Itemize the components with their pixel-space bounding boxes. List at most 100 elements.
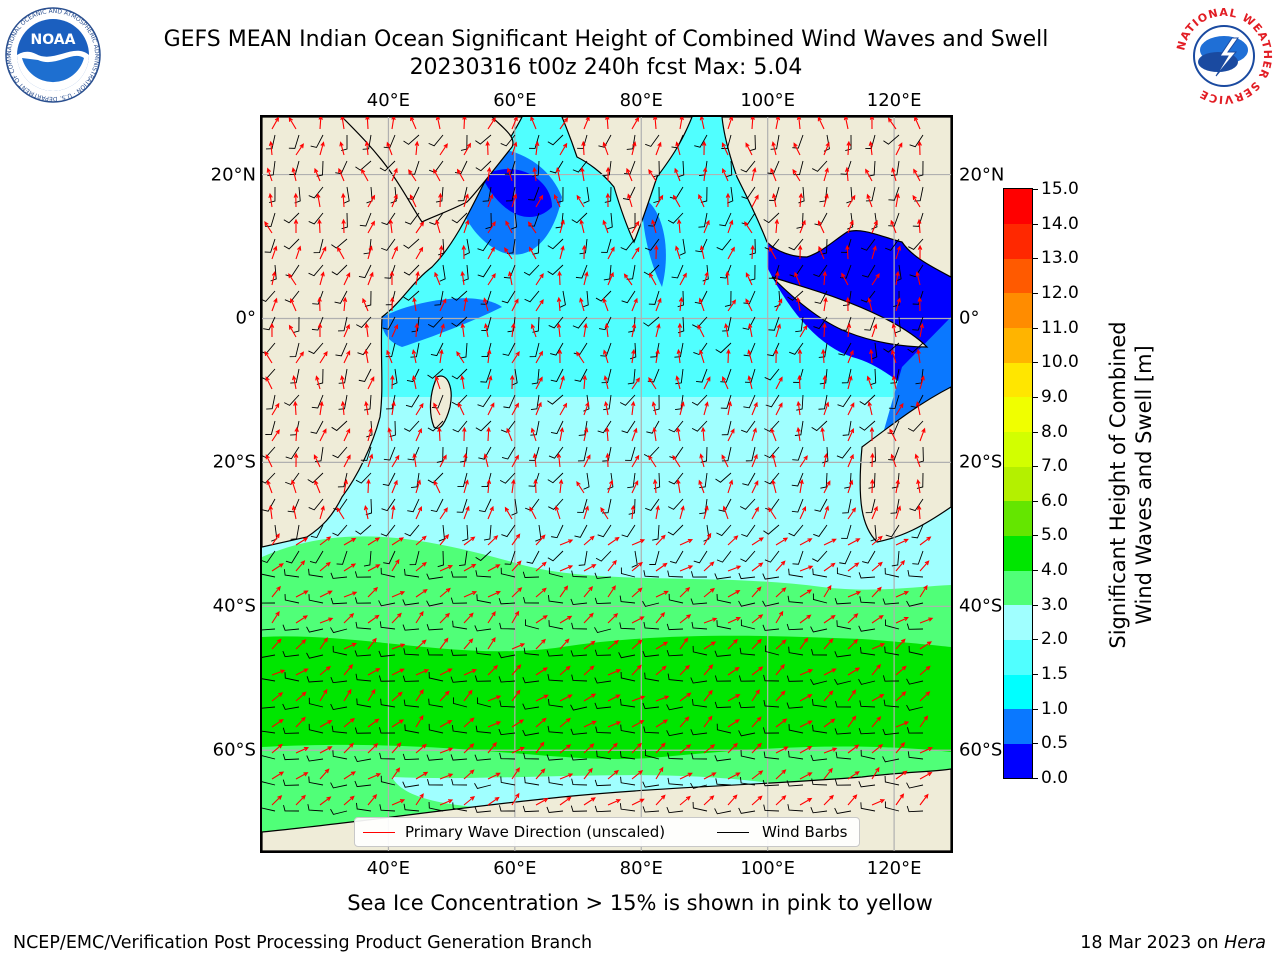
wave-direction-arrow [391, 193, 398, 208]
wind-barb [714, 701, 732, 709]
wave-direction-arrow [631, 323, 637, 338]
wind-barb [642, 806, 660, 813]
wave-direction-arrow [605, 117, 610, 130]
wind-barb [330, 676, 348, 684]
wave-direction-arrow [439, 298, 447, 312]
wind-barb [356, 802, 372, 812]
wave-direction-arrow [655, 695, 670, 702]
wind-barb [570, 805, 588, 812]
wave-direction-arrow [847, 349, 854, 364]
wave-direction-arrow [319, 796, 332, 806]
wind-barb [789, 342, 804, 355]
colorbar-tick-label: 14.0 [1041, 213, 1079, 234]
wave-direction-arrow [336, 506, 345, 520]
wind-barb [788, 568, 804, 578]
wind-barb [506, 238, 516, 254]
wave-direction-arrow [463, 193, 469, 208]
wave-direction-arrow [751, 427, 757, 442]
wind-barb [762, 600, 780, 607]
wind-barb [463, 238, 470, 256]
wave-direction-arrows [264, 117, 934, 806]
wind-barb [864, 316, 876, 331]
wind-barb [264, 212, 276, 227]
wave-direction-arrow [823, 614, 836, 624]
wind-barb [289, 342, 300, 358]
wave-direction-arrow [487, 664, 499, 676]
wind-barb [306, 755, 324, 762]
wave-direction-arrow [871, 716, 882, 728]
wave-direction-arrow [799, 219, 806, 234]
wind-barb [498, 728, 516, 736]
wind-barb [451, 290, 468, 301]
wave-direction-arrow [747, 375, 753, 390]
wave-direction-arrow [271, 610, 280, 624]
wave-direction-arrow [463, 505, 470, 520]
footer-date: 18 Mar 2023 on Hera [1080, 933, 1266, 953]
wave-direction-arrow [890, 219, 897, 234]
wave-direction-arrow [674, 167, 681, 182]
wave-direction-arrow [341, 218, 346, 234]
wave-direction-arrow [367, 586, 379, 598]
wind-barb [528, 472, 540, 487]
wave-direction-arrow [433, 168, 441, 182]
lon-tick-label: 40°E [366, 858, 411, 879]
wave-direction-arrow [535, 299, 544, 312]
wave-direction-arrow [391, 799, 406, 806]
wind-barb [511, 498, 518, 516]
wind-barb [427, 420, 444, 432]
wind-barb [740, 750, 756, 760]
wind-barb [571, 622, 588, 630]
wind-barb [381, 238, 396, 251]
colorbar-tickmark [1033, 535, 1038, 537]
wind-barb [427, 472, 444, 484]
wave-direction-arrow [679, 664, 690, 676]
wave-direction-arrow [727, 117, 734, 130]
wave-direction-arrow [866, 375, 873, 390]
colorbar-segment [1004, 292, 1032, 329]
wave-direction-arrow [891, 375, 897, 390]
wave-direction-arrow [845, 244, 850, 260]
wind-barb [382, 316, 396, 330]
wave-direction-arrow [751, 167, 757, 182]
wind-barb [888, 446, 900, 461]
wave-direction-arrow [583, 640, 596, 650]
wave-direction-arrow [268, 504, 273, 520]
wave-direction-arrow [415, 669, 430, 676]
wind-barb [908, 645, 924, 656]
wave-direction-arrow [367, 688, 376, 702]
wave-direction-arrow [917, 504, 922, 520]
wave-direction-arrow [915, 401, 921, 416]
wave-direction-arrow [799, 745, 813, 754]
wind-barb [428, 802, 444, 812]
wind-barb [839, 550, 852, 565]
wind-barb [282, 753, 300, 761]
wave-direction-arrow [364, 322, 369, 338]
wind-barb [594, 627, 612, 634]
wind-barb [907, 342, 924, 353]
wave-direction-arrow [751, 795, 763, 806]
wind-barb [526, 550, 540, 564]
wind-barb [354, 597, 372, 604]
wind-barb [426, 600, 444, 607]
wave-direction-arrow [679, 272, 687, 286]
wave-direction-arrow [579, 297, 585, 312]
wind-barb [358, 368, 372, 382]
wind-barb [381, 212, 396, 226]
wave-direction-arrow [655, 665, 667, 676]
wave-direction-arrow [559, 245, 565, 260]
wind-barb [363, 550, 372, 567]
wind-barb [332, 645, 348, 656]
wind-barb [451, 778, 468, 786]
wind-barb [822, 446, 829, 464]
wave-direction-arrow [655, 297, 662, 312]
wave-direction-arrow [435, 219, 441, 234]
wave-direction-arrow [887, 117, 897, 130]
wave-direction-arrow [557, 348, 563, 364]
wind-barb [721, 420, 732, 436]
wave-direction-arrow [823, 538, 837, 546]
wind-barb [409, 550, 420, 566]
wave-direction-arrow [871, 586, 882, 598]
wave-direction-arrow [703, 744, 716, 754]
wave-direction-arrow [727, 565, 742, 572]
wave-direction-arrow [631, 742, 642, 754]
